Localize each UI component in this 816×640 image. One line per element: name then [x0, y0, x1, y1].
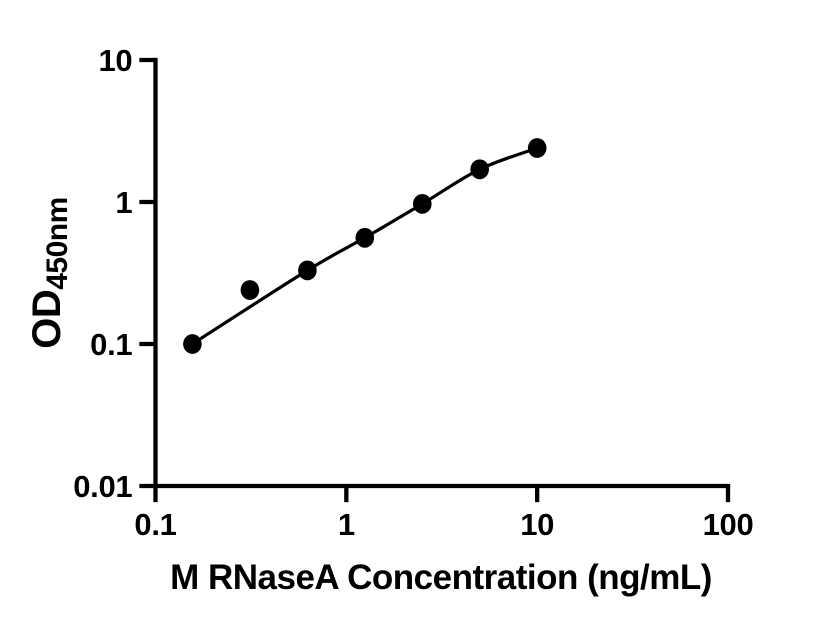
- x-tick-label: 0.1: [134, 507, 176, 542]
- y-tick-label: 10: [98, 43, 132, 78]
- data-point: [527, 138, 547, 158]
- y-tick-label: 1: [115, 185, 132, 220]
- x-tick-label: 100: [703, 507, 754, 542]
- data-point: [298, 260, 317, 281]
- data-point: [413, 194, 432, 214]
- data-point: [183, 334, 202, 354]
- y-axis-title-main: OD: [25, 289, 69, 349]
- y-axis-title-subscript: 450nm: [41, 197, 74, 290]
- y-axis-title: OD450nm: [25, 173, 74, 373]
- y-tick-label: 0.01: [73, 469, 132, 504]
- x-axis-title: M RNaseA Concentration (ng/mL): [170, 558, 712, 597]
- data-point: [240, 280, 260, 300]
- y-tick-label: 0.1: [90, 327, 132, 362]
- data-point: [470, 159, 490, 180]
- x-tick-label: 1: [338, 507, 355, 542]
- data-point: [355, 227, 375, 248]
- x-tick-label: 10: [520, 507, 554, 542]
